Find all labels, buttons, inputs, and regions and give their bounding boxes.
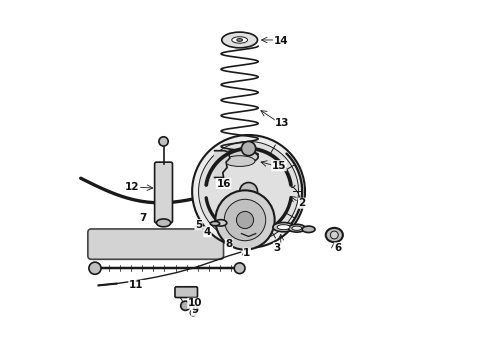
Ellipse shape	[326, 228, 343, 242]
FancyBboxPatch shape	[88, 229, 223, 259]
Text: 12: 12	[125, 182, 140, 192]
Circle shape	[240, 183, 258, 201]
Circle shape	[243, 227, 254, 239]
Text: 5: 5	[195, 220, 202, 230]
Ellipse shape	[221, 150, 258, 163]
Text: 8: 8	[225, 239, 233, 249]
Ellipse shape	[277, 225, 290, 230]
Ellipse shape	[232, 37, 247, 43]
Text: 16: 16	[216, 179, 231, 189]
Text: 9: 9	[192, 305, 198, 315]
FancyBboxPatch shape	[175, 287, 197, 297]
Ellipse shape	[237, 39, 243, 41]
Ellipse shape	[288, 224, 305, 232]
Circle shape	[159, 137, 168, 146]
Circle shape	[190, 310, 196, 316]
Circle shape	[181, 301, 190, 310]
Text: 7: 7	[140, 212, 147, 222]
FancyBboxPatch shape	[155, 162, 172, 223]
Text: 14: 14	[273, 36, 288, 46]
Circle shape	[242, 141, 256, 156]
Circle shape	[89, 262, 101, 274]
Ellipse shape	[224, 156, 255, 166]
Ellipse shape	[215, 220, 227, 226]
Text: 11: 11	[129, 280, 143, 291]
Circle shape	[224, 199, 266, 241]
Circle shape	[237, 211, 253, 229]
Ellipse shape	[222, 32, 258, 48]
Circle shape	[198, 141, 298, 242]
Ellipse shape	[156, 219, 171, 227]
Ellipse shape	[302, 226, 315, 233]
Circle shape	[330, 231, 338, 239]
Circle shape	[234, 263, 245, 274]
Polygon shape	[215, 151, 230, 177]
Circle shape	[192, 135, 305, 248]
Text: 1: 1	[243, 248, 250, 258]
Text: 3: 3	[273, 243, 281, 253]
Ellipse shape	[273, 222, 294, 232]
Text: 6: 6	[334, 243, 342, 253]
Text: 2: 2	[298, 198, 306, 208]
Text: 4: 4	[204, 227, 211, 237]
Ellipse shape	[292, 226, 302, 230]
Text: 13: 13	[275, 118, 290, 128]
Text: 15: 15	[271, 161, 286, 171]
Ellipse shape	[210, 221, 220, 226]
Circle shape	[215, 190, 275, 249]
Text: 10: 10	[188, 298, 202, 308]
